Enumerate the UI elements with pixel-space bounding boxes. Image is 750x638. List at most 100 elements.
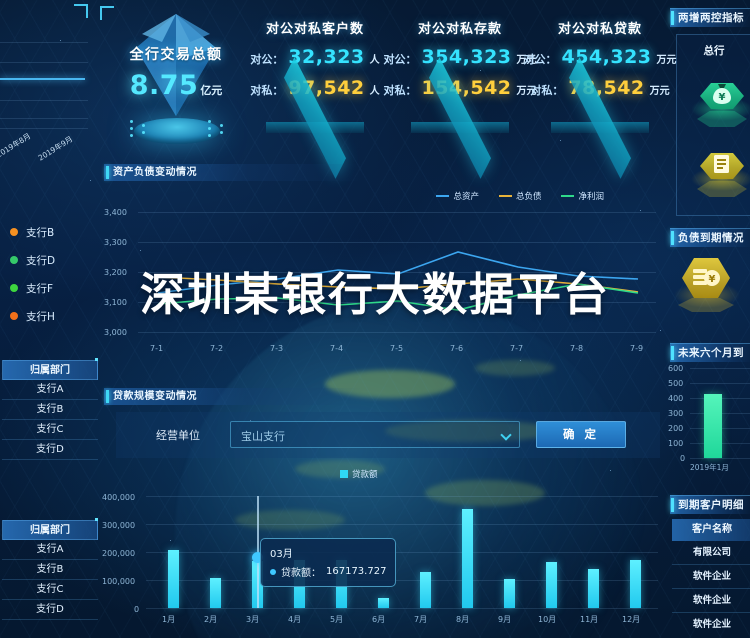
stat-row-value: 32,323 [288, 46, 365, 68]
stat-row-label: 对私： [383, 84, 417, 97]
future-bar-2019-jan[interactable] [704, 394, 722, 458]
bar-jun[interactable] [378, 598, 389, 608]
hover-indicator-dot [252, 552, 263, 563]
table-row[interactable]: 支行D [2, 600, 98, 620]
legend-swatch [340, 470, 348, 478]
diamond-icon [136, 14, 216, 116]
table-row[interactable]: 支行A [2, 380, 98, 400]
stat-row-unit: 万元 [649, 86, 670, 97]
legend-item-net-profit[interactable]: 净利润 [561, 190, 604, 202]
asset-ytick-3300: 3,300 [104, 238, 127, 247]
loan-xtick: 11月 [580, 615, 599, 624]
loan-scale-panel: 贷款规模变动情况 经营单位 宝山支行 确 定 贷款额 400,000 300,0… [102, 388, 660, 638]
loan-xtick: 7月 [414, 615, 428, 624]
loan-chart-tooltip: 03月 贷款额： 167173.727 [260, 538, 397, 587]
loan-bar-group [146, 496, 658, 608]
asset-ytick-3200: 3,200 [104, 268, 127, 277]
bar-jul[interactable] [420, 572, 431, 608]
bar-dec[interactable] [630, 560, 641, 608]
future-ytick: 200 [668, 424, 684, 433]
legend-label: 总资产 [453, 192, 479, 202]
right-column: 两增两控指标 总行 ¥ [662, 0, 750, 638]
customer-table-row[interactable]: 软件企业 [692, 619, 731, 630]
asset-ytick-3400: 3,400 [104, 208, 127, 217]
legend-label: 净利润 [578, 192, 604, 202]
customer-table-row[interactable]: 软件企业 [672, 565, 750, 589]
legend-item-total-assets[interactable]: 总资产 [436, 190, 479, 202]
table-row[interactable]: 支行C [2, 580, 98, 600]
table-header: 归属部门 [2, 358, 98, 380]
legend-swatch [561, 195, 575, 197]
future-ytick: 500 [668, 379, 684, 388]
sidebar-legend-item[interactable]: 支行F [10, 274, 55, 302]
stat-row-public: 对公： 354,323 万元 [383, 46, 536, 68]
stat-row-public: 对公： 454,323 万元 [523, 46, 677, 68]
table-row[interactable]: 支行A [2, 540, 98, 560]
future-maturity-chart: 600 500 400 300 200 100 0 2019年1月 [666, 364, 750, 474]
left-edge-trend-line [0, 78, 85, 80]
legend-swatch [498, 195, 512, 197]
legend-item-total-liabilities[interactable]: 总负债 [498, 190, 542, 202]
legend-label: 支行F [26, 282, 54, 295]
loan-xtick: 1月 [162, 615, 176, 624]
legend-label: 总负债 [515, 192, 542, 202]
legend-label: 支行H [26, 310, 55, 323]
tooltip-series-value: 167173.727 [326, 566, 387, 577]
bar-sep[interactable] [504, 579, 515, 608]
stat-platform [385, 57, 535, 179]
sidebar-legend-item[interactable]: 支行B [10, 218, 55, 246]
asset-ytick-3000: 3,000 [104, 328, 127, 337]
sidebar-department-table-two: 归属部门 支行A 支行B 支行C 支行D [2, 518, 98, 620]
stat-card-deposits: 对公对私存款 对公： 354,323 万元 对私： 154,542 万元 [383, 18, 537, 179]
sidebar-legend-item[interactable]: 支行H [10, 302, 55, 330]
legend-dot-icon [10, 256, 18, 264]
business-unit-dropdown[interactable]: 宝山支行 [230, 421, 520, 448]
asset-xtick: 7-7 [510, 344, 524, 353]
total-transaction-hero: 全行交易总额 8.75 亿元 [112, 8, 240, 158]
asset-chart-lines [157, 251, 639, 311]
bar-oct[interactable] [546, 562, 557, 608]
svg-text:¥: ¥ [709, 274, 716, 285]
sidebar-legend-item[interactable]: 支行D [10, 246, 55, 274]
customer-table-row[interactable]: 有限公司 [672, 541, 750, 565]
tooltip-series-row: 贷款额： 167173.727 [270, 564, 386, 579]
loan-filter-bar: 经营单位 宝山支行 确 定 [116, 412, 660, 458]
tooltip-dot-icon [270, 568, 276, 575]
loan-xtick: 6月 [372, 615, 386, 624]
hero-caption: 全行交易总额 [129, 47, 223, 63]
frame-corner-top-left [100, 6, 114, 20]
customer-table-row[interactable]: 软件企业 [672, 589, 750, 613]
confirm-button[interactable]: 确 定 [536, 421, 626, 448]
hero-platform [134, 118, 220, 144]
table-row[interactable]: 支行D [2, 440, 98, 460]
svg-text:¥: ¥ [719, 92, 726, 103]
loan-xtick: 4月 [288, 615, 302, 624]
table-row[interactable]: 支行C [2, 420, 98, 440]
asset-xtick: 7-3 [270, 344, 284, 353]
hero-value: 8.75 [129, 70, 199, 101]
legend-label: 支行D [26, 254, 56, 267]
loan-xtick: 2月 [204, 615, 218, 624]
loan-xtick: 8月 [456, 615, 470, 624]
bar-nov[interactable] [588, 569, 599, 608]
legend-item-loan-amount[interactable]: 贷款额 [340, 468, 378, 480]
bar-aug[interactable] [462, 509, 473, 608]
asset-xtick: 7-1 [150, 344, 164, 353]
table-row[interactable]: 支行B [2, 560, 98, 580]
loan-xtick: 10月 [538, 615, 557, 624]
hero-unit: 亿元 [200, 84, 223, 97]
stat-row-value: 354,323 [421, 46, 512, 68]
loan-chart-legend: 贷款额 [340, 468, 378, 480]
asset-xtick: 7-9 [630, 344, 644, 353]
legend-label: 贷款额 [352, 470, 378, 480]
loan-xtick: 9月 [498, 615, 512, 624]
table-row[interactable]: 支行B [2, 400, 98, 420]
stat-row-unit: 万元 [656, 55, 677, 66]
stat-row-label: 对公： [523, 53, 557, 66]
bar-feb[interactable] [210, 578, 221, 608]
asset-xtick: 7-5 [390, 344, 404, 353]
future-ytick: 400 [668, 394, 684, 403]
bar-jan[interactable] [168, 550, 179, 608]
stat-card-loans: 对公对私贷款 对公： 454,323 万元 对私： 78,542 万元 [523, 18, 677, 179]
